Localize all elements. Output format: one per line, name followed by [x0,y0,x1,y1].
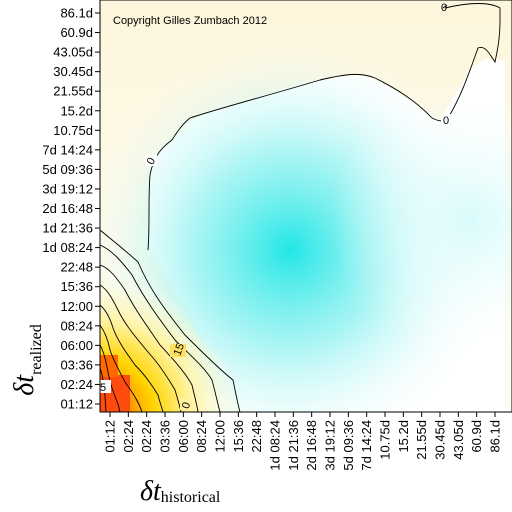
y-tick-label: 02:24 [60,377,93,392]
y-tick-label: 43.05d [53,45,93,60]
contour-zero-tip [442,4,448,9]
heatmap-surface [100,0,512,412]
y-axis: 01:12 02:24 03:36 06:00 08:24 12:00 15:36 22:48… [42,6,100,412]
svg-text:δtrealized: δtrealized [9,324,45,395]
x-tick-label: 3d 19:12 [323,420,338,471]
copyright-text: Copyright Gilles Zumbach 2012 [113,15,267,27]
contour-warm-5 [100,324,143,412]
y-tick-label: 1d 08:24 [42,240,93,255]
x-tick-label: 02:24 [121,420,136,453]
y-tick-label: 06:00 [60,338,93,353]
x-tick-label: 60.9d [469,420,484,453]
y-tick-label: 86.1d [60,6,93,21]
x-tick-label: 08:24 [194,420,209,453]
x-tick-label: 06:00 [176,420,191,453]
y-tick-label: 03:36 [60,357,93,372]
x-tick-label: 10.75d [378,420,393,460]
contour-label: 0 [180,401,193,411]
plot-frame [99,0,512,413]
y-axis-title-symbol: δt [9,374,40,396]
y-tick-label: 7d 14:24 [42,142,93,157]
y-tick-label: 1d 21:36 [42,221,93,236]
y-tick-label: 15.2d [60,103,93,118]
y-tick-label: 22:48 [60,260,93,275]
x-tick-label: 86.1d [488,420,503,453]
svg-text:δthistorical: δthistorical [140,476,221,507]
y-tick-label: 3d 19:12 [42,181,93,196]
x-tick-label: 1d 21:36 [286,420,301,471]
y-tick-label: 5d 09:36 [42,162,93,177]
x-tick-label: 03:36 [158,420,173,453]
y-tick-label: 15:36 [60,279,93,294]
x-axis-title-symbol: δt [140,476,162,507]
x-tick-label: 5d 09:36 [341,420,356,471]
x-tick-label: 2d 16:48 [304,420,319,471]
contour-label: 0 [443,115,449,127]
y-axis-title-subscript: realized [28,324,45,375]
contour-warm-2 [100,264,199,412]
y-tick-label: 21.55d [53,84,93,99]
x-tick-label: 30.45d [433,420,448,460]
x-tick-label: 15.2d [396,420,411,453]
x-tick-label: 01:12 [103,420,118,453]
y-tick-label: 60.9d [60,25,93,40]
y-tick-label: 12:00 [60,299,93,314]
contour-label: 15 [172,342,187,358]
x-axis: 01:12 02:24 02:24 03:36 06:00 08:24 12:00 15:36… [103,412,503,471]
y-tick-label: 10.75d [53,123,93,138]
y-tick-label: 08:24 [60,318,93,333]
contour-label: 0 [145,156,158,167]
contour-label: 5 [100,382,106,394]
x-tick-label: 7d 14:24 [359,420,374,471]
contour-lines [100,3,501,412]
y-axis-title: δtrealized [9,324,45,395]
contour-label: 0 [441,2,447,14]
y-tick-label: 2d 16:48 [42,201,93,216]
x-tick-label: 12:00 [213,420,228,453]
contour-warm-3 [100,284,182,412]
y-tick-label: 01:12 [60,397,93,412]
x-tick-label: 21.55d [414,420,429,460]
x-axis-title: δthistorical [140,476,221,507]
x-tick-label: 15:36 [231,420,246,453]
contour-warm-1 [100,244,221,412]
x-tick-label: 1d 08:24 [268,420,283,471]
contour-zero-upper [147,3,501,251]
y-tick-label: 30.45d [53,64,93,79]
contour-warm-4 [100,304,164,412]
x-tick-label: 02:24 [139,420,154,453]
contour-zero-lower [100,229,241,412]
x-tick-label: 43.05d [451,420,466,460]
contour-warm-6 [100,344,121,412]
x-tick-label: 22:48 [249,420,264,453]
x-axis-title-subscript: historical [161,489,221,506]
